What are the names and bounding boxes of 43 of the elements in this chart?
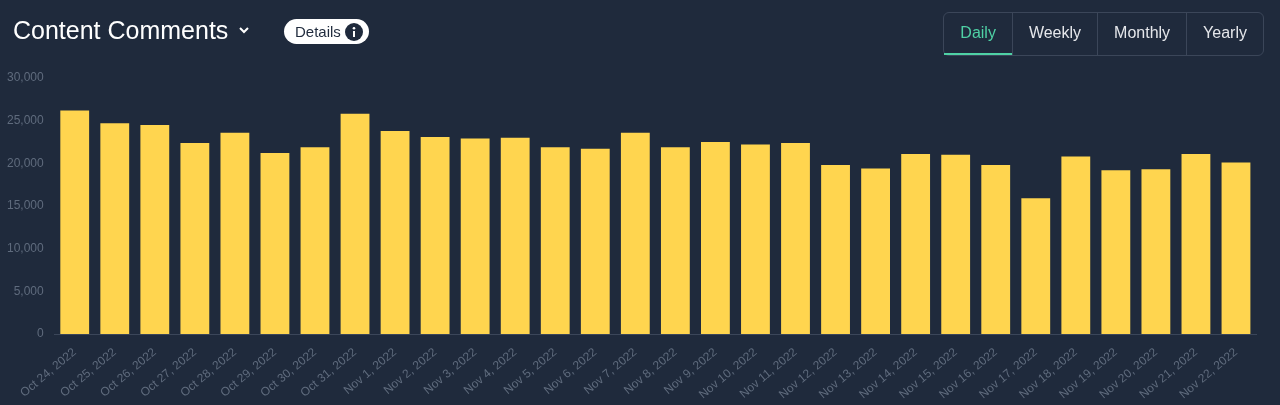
bar — [1181, 153, 1211, 335]
y-tick-label: 5,000 — [13, 283, 45, 298]
bar — [500, 137, 530, 335]
text: Weekly — [1011, 13, 1098, 55]
chart-title: Content Comments — [13, 16, 229, 45]
text: Yearly — [1186, 13, 1263, 55]
bar — [1061, 156, 1091, 335]
bar — [701, 142, 730, 335]
y-tick-label: 0 — [37, 326, 45, 341]
bar — [821, 165, 850, 335]
text: Monthly — [1097, 13, 1187, 55]
y-tick-label: 10,000 — [7, 241, 45, 256]
bar — [1221, 162, 1251, 335]
y-tick-label: 15,000 — [7, 198, 45, 213]
bar — [861, 168, 891, 335]
bar — [941, 154, 971, 335]
y-tick-label: 25,000 — [7, 112, 45, 127]
bar — [420, 136, 450, 335]
bar — [180, 142, 210, 335]
y-tick-label: 30,000 — [7, 70, 45, 85]
bar — [620, 132, 650, 335]
bar — [140, 124, 170, 335]
bar — [1141, 169, 1171, 335]
bar — [60, 110, 90, 335]
text: Details — [295, 23, 341, 40]
bar — [981, 165, 1011, 335]
text: Daily — [944, 13, 1012, 55]
bar — [220, 132, 250, 335]
bar — [260, 153, 290, 335]
bar — [741, 144, 770, 335]
bar — [901, 153, 931, 335]
bar — [340, 113, 370, 335]
bar — [100, 123, 130, 335]
bar — [1021, 198, 1051, 335]
bar — [540, 147, 570, 335]
bar — [1101, 170, 1131, 335]
y-tick-label: 20,000 — [7, 155, 45, 170]
bar — [580, 148, 610, 335]
bar — [300, 147, 330, 335]
bar — [781, 142, 810, 335]
bar — [460, 138, 490, 335]
bar — [380, 130, 410, 335]
bar — [660, 147, 690, 335]
